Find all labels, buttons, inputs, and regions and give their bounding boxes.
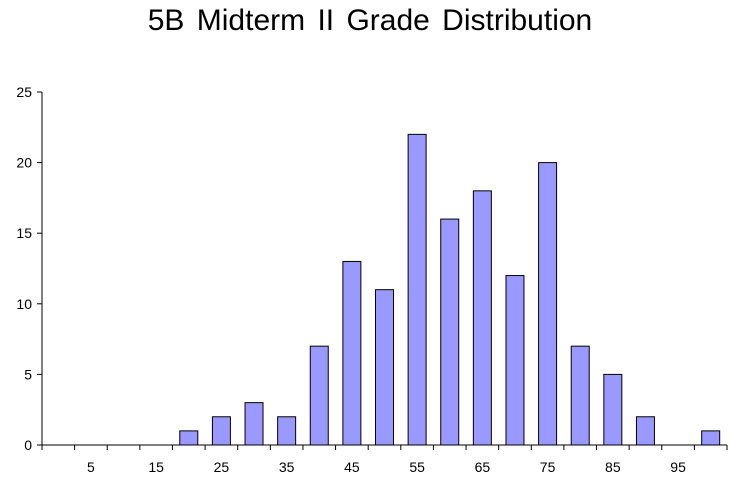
x-tick-label: 75: [540, 459, 556, 475]
x-axis: 5 15 25 35 45 55 65 75 85 95: [41, 444, 728, 475]
bar: [211, 416, 231, 446]
chart-title: 5B Midterm II Grade Distribution: [147, 4, 593, 37]
x-tick-label: 85: [605, 459, 621, 475]
bar: [407, 133, 427, 446]
x-tick-label: 5: [87, 459, 95, 475]
y-tick-label: 25: [16, 84, 32, 100]
bar: [375, 289, 394, 446]
y-tick-label: 0: [24, 437, 32, 453]
bar: [440, 218, 460, 446]
y-tick-label: 15: [16, 225, 32, 241]
x-tick-label: 45: [344, 459, 360, 475]
bar: [603, 373, 623, 446]
bar: [570, 345, 590, 446]
bar: [309, 345, 329, 446]
bar: [635, 416, 655, 446]
bar: [179, 430, 199, 446]
y-tick-label: 10: [16, 296, 32, 312]
bar: [342, 260, 362, 446]
x-tick-label: 35: [279, 459, 295, 475]
bar: [472, 190, 492, 446]
x-tick-label: 15: [148, 459, 164, 475]
x-tick-label: 55: [409, 459, 425, 475]
bar: [538, 162, 558, 446]
x-tick-label: 65: [475, 459, 491, 475]
bar: [277, 416, 297, 446]
y-tick-label: 5: [24, 366, 32, 382]
bar: [244, 402, 264, 446]
y-tick-label: 20: [16, 155, 32, 171]
x-tick-label: 95: [670, 459, 686, 475]
bar: [701, 430, 721, 446]
x-tick-label: 25: [214, 459, 230, 475]
y-axis: 0 5 10 15 20 25: [16, 84, 43, 453]
bar: [505, 275, 525, 446]
bars: [179, 133, 721, 446]
